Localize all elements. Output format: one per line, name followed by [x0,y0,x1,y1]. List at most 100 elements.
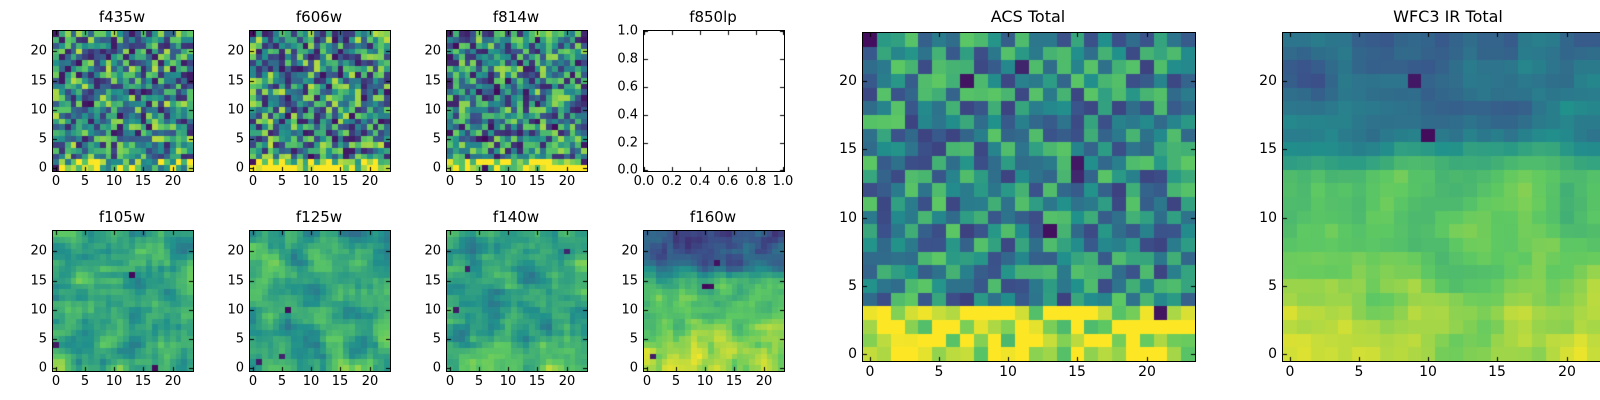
x-tick-label: 15 [134,174,152,189]
subplot-f125w: f125w 0 5 10 15 20 0 5 10 15 20 [203,200,400,400]
x-tick-label: 5 [934,364,944,380]
x-tick-label: 0.4 [689,174,711,189]
plot-area-f140w: 0 5 10 15 20 0 5 10 15 20 [424,230,588,388]
plot-area-f105w: 0 5 10 15 20 0 5 10 15 20 [30,230,194,388]
subplot-title-f140w: f140w [492,208,540,226]
y-tick-label: 15 [30,73,47,89]
x-tick-label: 10 [105,174,123,189]
x-tick-label: 0 [445,174,455,189]
small-multiples-grid: f435w 0 5 10 15 20 0 5 10 15 20 f606w 0 5 10 15 20 0 5 1… [6,0,794,400]
y-tick-label: 10 [30,302,47,318]
y-tick-label: 20 [839,73,857,89]
plot-area-f435w: 0 5 10 15 20 0 5 10 15 20 [30,30,194,188]
y-tick-label: 5 [432,131,441,147]
y-tick-label: 10 [424,102,441,118]
x-tick-label: 5 [671,374,681,389]
x-tick-label: 5 [474,174,484,189]
subplot-title-f105w: f105w [98,208,146,226]
x-tick-label: 20 [361,374,379,389]
x-tick-label: 20 [164,374,182,389]
x-tick-label: 15 [528,174,546,189]
y-tick-label: 5 [1268,278,1277,294]
x-tick-label: 15 [331,374,349,389]
subplot-f140w: f140w 0 5 10 15 20 0 5 10 15 20 [400,200,597,400]
spacer [794,0,814,400]
subplot-title-f814w: f814w [492,8,540,26]
x-tick-label: 5 [80,374,90,389]
y-tick-label: 20 [227,43,244,59]
x-tick-label: 0.6 [717,174,739,189]
x-tick-label: 15 [331,174,349,189]
x-tick-label: 1.0 [772,174,794,189]
subplot-wfc3-ir-total: WFC3 IR Total 0 5 10 15 20 0 5 10 15 20 [1234,0,1600,400]
y-tick-label: 0 [432,360,441,376]
y-tick-label: 0.0 [617,162,638,178]
x-tick-label: 0.2 [661,174,683,189]
x-tick-label: 20 [164,174,182,189]
subplot-f606w: f606w 0 5 10 15 20 0 5 10 15 20 [203,0,400,200]
y-tick-label: 5 [38,331,47,347]
x-tick-label: 5 [80,174,90,189]
heatmap-canvas-f606w [250,31,390,171]
heatmap-canvas-f814w [447,31,587,171]
x-tick-label: 0 [1285,364,1295,380]
y-tick-label: 0 [38,360,47,376]
subplot-title-f606w: f606w [295,8,343,26]
plot-area-f850lp: 0.0 0.2 0.4 0.6 0.8 1.0 0.0 0.2 0.4 0.6 0.8 1.0 [617,25,793,189]
x-tick-label: 15 [1488,364,1506,380]
x-tick-label: 15 [725,374,743,389]
y-tick-label: 20 [30,243,47,259]
spacer [1214,0,1234,400]
subplot-title-f125w: f125w [295,208,343,226]
y-tick-label: 0 [38,160,47,176]
plot-area-wfc3-ir-total: 0 5 10 15 20 0 5 10 15 20 [1259,32,1600,379]
heatmap-canvas-wfc3-ir-total [1283,33,1600,361]
x-tick-label: 10 [105,374,123,389]
plot-area-f160w: 0 5 10 15 20 0 5 10 15 20 [621,230,785,388]
y-tick-label: 20 [1259,73,1277,89]
y-tick-label: 10 [227,302,244,318]
y-tick-label: 20 [424,243,441,259]
y-tick-label: 15 [30,273,47,289]
subplot-acs-total: ACS Total 0 5 10 15 20 0 5 10 15 20 [814,0,1214,400]
plot-area-f814w: 0 5 10 15 20 0 5 10 15 20 [424,30,588,188]
x-tick-label: 0.8 [745,174,767,189]
x-tick-label: 0 [248,374,258,389]
x-tick-label: 20 [558,374,576,389]
y-tick-label: 0 [432,160,441,176]
y-tick-label: 20 [227,243,244,259]
x-tick-label: 15 [134,374,152,389]
x-tick-label: 20 [1558,364,1576,380]
plot-area-f606w: 0 5 10 15 20 0 5 10 15 20 [227,30,391,188]
y-tick-label: 10 [424,302,441,318]
plot-area-acs-total: 0 5 10 15 20 0 5 10 15 20 [839,32,1196,379]
y-tick-label: 20 [424,43,441,59]
x-tick-label: 5 [277,174,287,189]
y-tick-label: 0.6 [617,79,638,95]
x-tick-label: 5 [277,374,287,389]
y-tick-label: 0.2 [617,135,638,151]
y-tick-label: 10 [30,102,47,118]
x-tick-label: 20 [558,174,576,189]
y-tick-label: 0 [235,160,244,176]
subplot-title-wfc3-ir-total: WFC3 IR Total [1393,7,1503,26]
subplot-title-f160w: f160w [689,208,737,226]
x-tick-label: 10 [302,174,320,189]
x-tick-label: 10 [499,174,517,189]
subplot-f435w: f435w 0 5 10 15 20 0 5 10 15 20 [6,0,203,200]
x-tick-label: 5 [1354,364,1364,380]
x-tick-label: 20 [1138,364,1156,380]
x-tick-label: 0 [248,174,258,189]
x-tick-label: 0.0 [633,174,655,189]
y-tick-label: 5 [848,278,857,294]
y-tick-label: 5 [432,331,441,347]
y-tick-label: 10 [839,210,857,226]
heatmap-canvas-f160w [644,231,784,371]
x-tick-label: 20 [361,174,379,189]
x-tick-label: 5 [474,374,484,389]
heatmap-canvas-f105w [53,231,193,371]
y-tick-label: 10 [227,102,244,118]
x-tick-label: 0 [445,374,455,389]
subplot-f814w: f814w 0 5 10 15 20 0 5 10 15 20 [400,0,597,200]
